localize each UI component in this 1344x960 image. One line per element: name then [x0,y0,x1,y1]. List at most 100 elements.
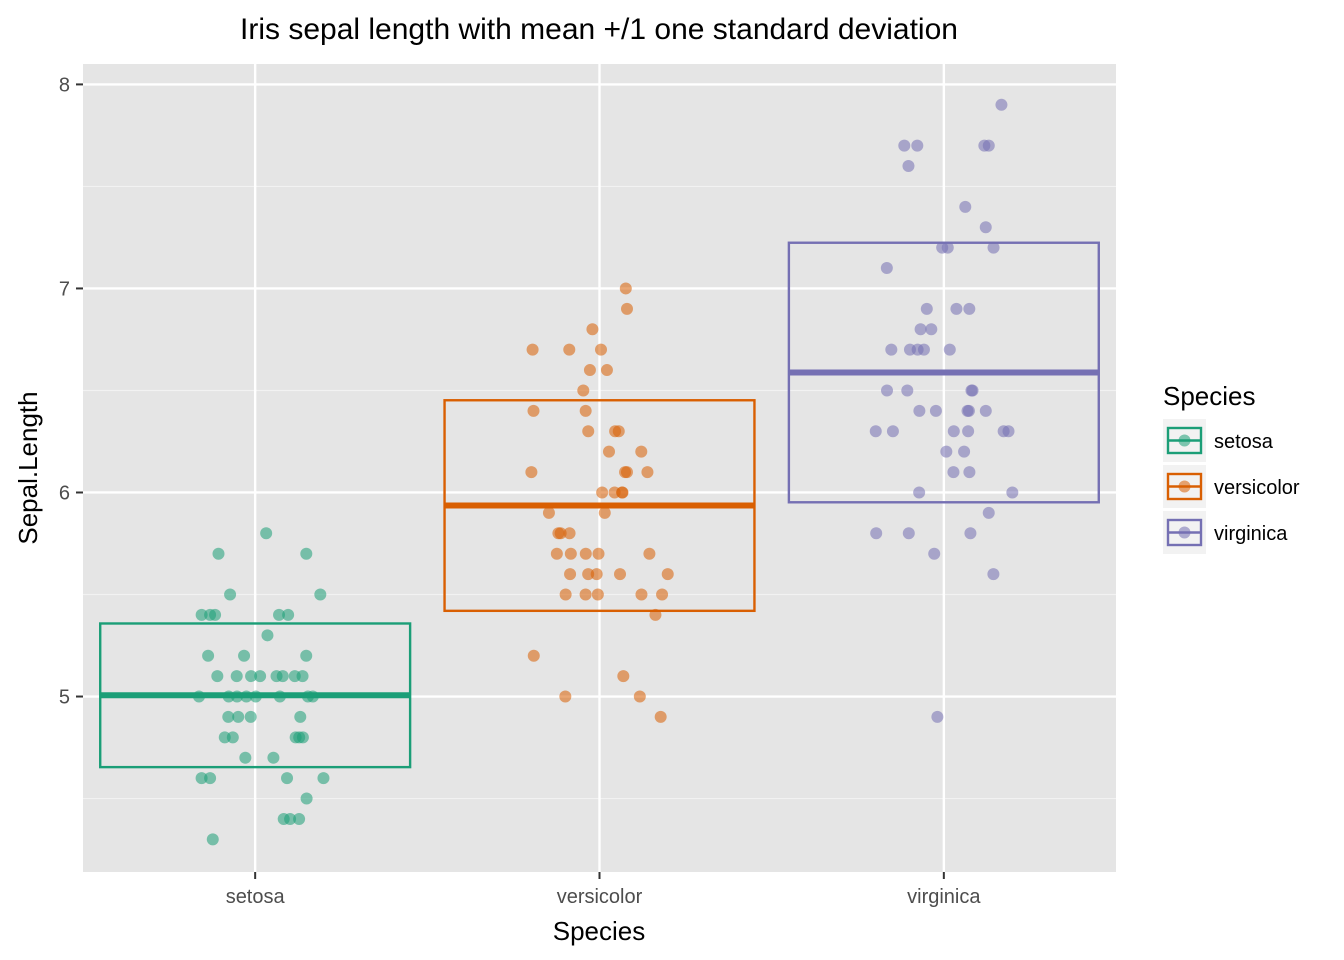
data-point-virginica [903,343,916,356]
y-tick-label: 8 [59,74,70,96]
legend-label-versicolor: versicolor [1214,477,1300,499]
data-point-setosa [204,608,217,621]
data-point-versicolor [577,384,590,397]
chart-title: Iris sepal length with mean +/1 one stan… [240,13,958,46]
data-point-versicolor [643,547,656,560]
data-point-versicolor [635,588,648,601]
data-point-virginica [936,241,949,254]
data-point-versicolor [552,527,565,540]
data-point-versicolor [526,343,539,356]
data-point-versicolor [527,649,540,662]
data-point-virginica [913,486,926,499]
data-point-versicolor [600,364,613,377]
data-point-setosa [212,547,225,560]
data-point-virginica [979,221,992,234]
data-point-versicolor [608,486,621,499]
x-tick-label-virginica: virginica [907,886,981,908]
data-point-setosa [296,731,309,744]
data-point-virginica [963,302,976,315]
data-point-versicolor [559,690,572,703]
data-point-virginica [869,425,882,438]
data-point-setosa [245,670,258,683]
data-point-versicolor [594,343,607,356]
data-point-virginica [931,710,944,723]
data-point-versicolor [579,404,592,417]
data-point-versicolor [598,506,611,519]
data-point-versicolor [582,425,595,438]
data-point-versicolor [617,670,630,683]
data-point-virginica [987,241,1000,254]
x-axis-label: Species [553,916,646,946]
y-axis: 5 6 7 8 [59,74,83,709]
data-point-versicolor [633,690,646,703]
data-point-setosa [296,670,309,683]
y-tick-label: 5 [59,687,70,709]
data-point-virginica [880,262,893,275]
data-point-setosa [282,608,295,621]
data-point-virginica [962,404,975,417]
data-point-versicolor [542,506,555,519]
data-point-setosa [195,608,208,621]
data-point-setosa [293,812,306,825]
data-point-virginica [982,506,995,519]
data-point-setosa [284,812,297,825]
data-point-setosa [222,710,235,723]
data-point-setosa [300,547,313,560]
data-point-setosa [195,772,208,785]
data-point-virginica [902,160,915,173]
data-point-setosa [260,527,273,540]
legend-label-setosa: setosa [1214,431,1274,453]
data-point-setosa [281,772,294,785]
y-tick-label: 6 [59,482,70,504]
data-points [192,98,1019,846]
x-tick-label-versicolor: versicolor [557,886,643,908]
legend-key-point-versicolor [1178,480,1191,493]
data-point-virginica [929,404,942,417]
data-point-versicolor [620,302,633,315]
data-point-versicolor [591,588,604,601]
data-point-versicolor [563,343,576,356]
data-point-virginica [950,302,963,315]
data-point-setosa [300,649,313,662]
data-point-setosa [273,608,286,621]
data-point-virginica [978,139,991,152]
data-point-virginica [947,466,960,479]
data-point-virginica [902,527,915,540]
data-point-setosa [230,670,243,683]
data-point-versicolor [661,568,674,581]
data-point-setosa [218,731,231,744]
y-axis-label: Sepal.Length [13,391,43,544]
data-point-versicolor [582,568,595,581]
data-point-virginica [870,527,883,540]
data-point-versicolor [654,710,667,723]
data-point-versicolor [579,588,592,601]
data-point-setosa [276,670,289,683]
legend-key-point-setosa [1178,434,1191,447]
data-point-versicolor [656,588,669,601]
data-point-virginica [914,323,927,336]
data-point-virginica [940,445,953,458]
legend-title: Species [1163,381,1256,411]
data-point-virginica [911,139,924,152]
data-point-setosa [267,751,280,764]
data-point-versicolor [559,588,572,601]
data-point-setosa [204,772,217,785]
data-point-setosa [206,833,219,846]
data-point-versicolor [612,425,625,438]
data-point-virginica [995,98,1008,111]
data-point-virginica [979,404,992,417]
y-tick-label: 7 [59,278,70,300]
data-point-setosa [244,710,257,723]
data-point-virginica [1002,425,1015,438]
data-point-setosa [239,751,252,764]
data-point-virginica [965,384,978,397]
legend-key-point-virginica [1178,526,1191,539]
legend-label-virginica: virginica [1214,523,1288,545]
data-point-versicolor [527,404,540,417]
data-point-virginica [898,139,911,152]
data-point-virginica [920,302,933,315]
data-point-virginica [958,445,971,458]
data-point-versicolor [563,527,576,540]
data-point-setosa [224,588,237,601]
